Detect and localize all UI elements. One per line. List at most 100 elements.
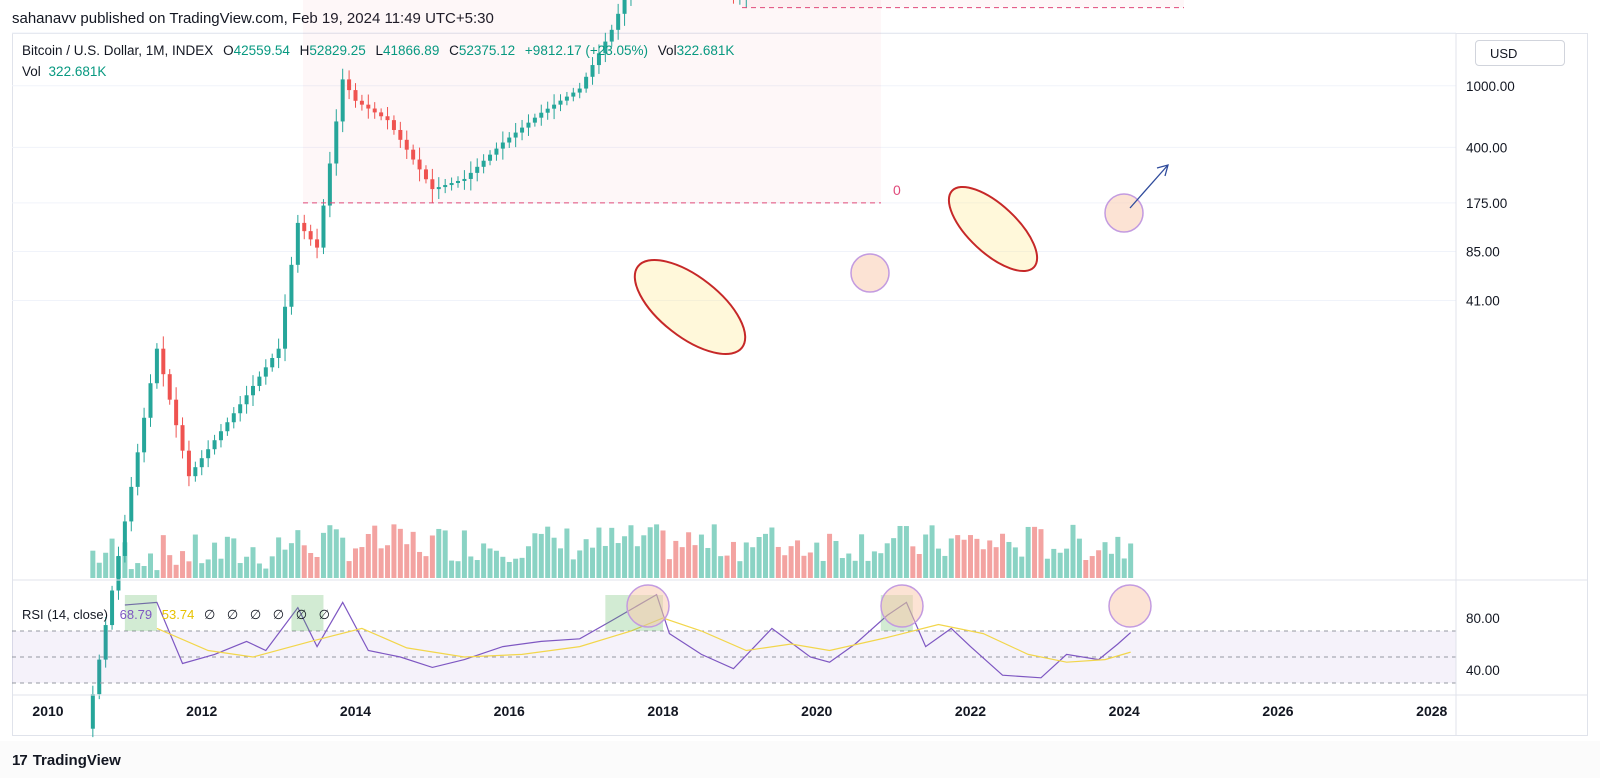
volume-bar (103, 552, 109, 578)
volume-bar (1012, 547, 1018, 578)
volume-bar (788, 546, 794, 578)
candle-body (174, 399, 179, 426)
candle-body (552, 104, 557, 109)
volume-bar (846, 553, 852, 578)
close-label: C (449, 43, 459, 58)
candle-body (507, 137, 512, 143)
candle-body (238, 404, 243, 414)
volume-bar (186, 561, 192, 578)
volume-bar (871, 551, 877, 578)
candle-body (545, 108, 550, 113)
volume-bar (769, 527, 775, 578)
candle-body (564, 96, 569, 101)
candle-body (206, 449, 211, 459)
volume-bar (167, 555, 173, 578)
candle-body (436, 187, 441, 190)
volume-bar (807, 552, 813, 578)
currency-button[interactable]: USD (1475, 40, 1565, 66)
ellipse-2022-icon (947, 185, 1039, 273)
volume-bar (756, 537, 762, 578)
volume-bar (128, 569, 134, 578)
volume-bar (308, 553, 314, 578)
chart-frame (12, 33, 1588, 736)
volume-bar (897, 525, 903, 578)
candle-body (481, 160, 486, 167)
candle-body (443, 185, 448, 188)
volume-bar (743, 542, 749, 578)
candle-body (263, 367, 268, 377)
volume-bar (679, 547, 685, 578)
candle-body (526, 122, 531, 128)
volume-bar (602, 545, 608, 578)
candle-body (372, 108, 377, 113)
open-value: 42559.54 (233, 43, 290, 58)
volume-bar (551, 537, 557, 578)
rsi-legend[interactable]: RSI (14, close) 68.79 53.74 ∅ ∅ ∅ ∅ ∅ ∅ (22, 607, 334, 623)
volume-bar (980, 549, 986, 578)
rsi-tick-label: 80.00 (1466, 611, 1500, 626)
volume-bar (942, 555, 948, 578)
volume-bar (256, 563, 262, 578)
rsi-pane (12, 579, 1588, 684)
rsi-ma-value: 53.74 (161, 607, 195, 622)
volume-bar (628, 525, 634, 578)
volume-legend[interactable]: Vol 322.681K (22, 64, 106, 79)
candle-body (449, 183, 454, 186)
volume-bar (474, 560, 480, 578)
volume-bar (525, 546, 531, 578)
volume-bar (891, 538, 897, 578)
volume-bar (1057, 552, 1063, 578)
volume-bar (160, 535, 166, 578)
candle-body (321, 205, 326, 248)
candle-body (411, 149, 416, 160)
volume-bar (468, 556, 474, 578)
candle-body (539, 112, 544, 118)
volume-bar (269, 556, 275, 578)
volume-bar (730, 541, 736, 578)
volume-bar (622, 536, 628, 578)
volume-bar (1108, 553, 1114, 578)
candle-body (110, 590, 115, 626)
arrow-line (1129, 164, 1169, 209)
candle-body (212, 440, 217, 450)
time-tick-label: 2018 (647, 703, 678, 719)
volume-bar (148, 553, 153, 578)
volume-bar (878, 553, 884, 578)
symbol-title[interactable]: Bitcoin / U.S. Dollar, 1M, INDEX (22, 43, 214, 58)
volume-bar (987, 540, 993, 578)
volume-bar (615, 543, 621, 578)
volume-bar (782, 555, 788, 578)
volume-bar (801, 555, 807, 578)
volume-bar (775, 546, 781, 578)
brand[interactable]: 17 TradingView (12, 752, 121, 769)
volume-bar (1051, 548, 1057, 578)
volume-bar (205, 559, 211, 578)
volume-bar (968, 535, 973, 578)
rsi-ma-line (156, 617, 1131, 663)
volume-bar (833, 540, 839, 578)
high-label: H (299, 43, 310, 58)
time-tick-label: 2014 (340, 703, 371, 719)
candle-body (251, 385, 255, 396)
candle-body (142, 417, 147, 453)
volume-bar (795, 540, 801, 578)
time-tick-label: 2028 (1416, 703, 1447, 719)
candle-body (340, 79, 345, 122)
volume-bar (705, 547, 711, 578)
candle-body (571, 92, 576, 97)
candle-body (423, 169, 428, 180)
volume-bar (1025, 526, 1031, 578)
candle-body (520, 127, 525, 133)
candle-body (366, 104, 371, 109)
candle-body (404, 139, 409, 150)
volume-bar (288, 543, 294, 578)
candle-body (327, 163, 332, 206)
time-tick-label: 2020 (801, 703, 832, 719)
volume-bar (320, 532, 326, 578)
volume-bar (852, 560, 858, 578)
rsi-highlight-icon (1108, 584, 1152, 628)
candle-body (283, 306, 288, 349)
candle-body (186, 450, 191, 477)
candle-body (475, 166, 480, 173)
